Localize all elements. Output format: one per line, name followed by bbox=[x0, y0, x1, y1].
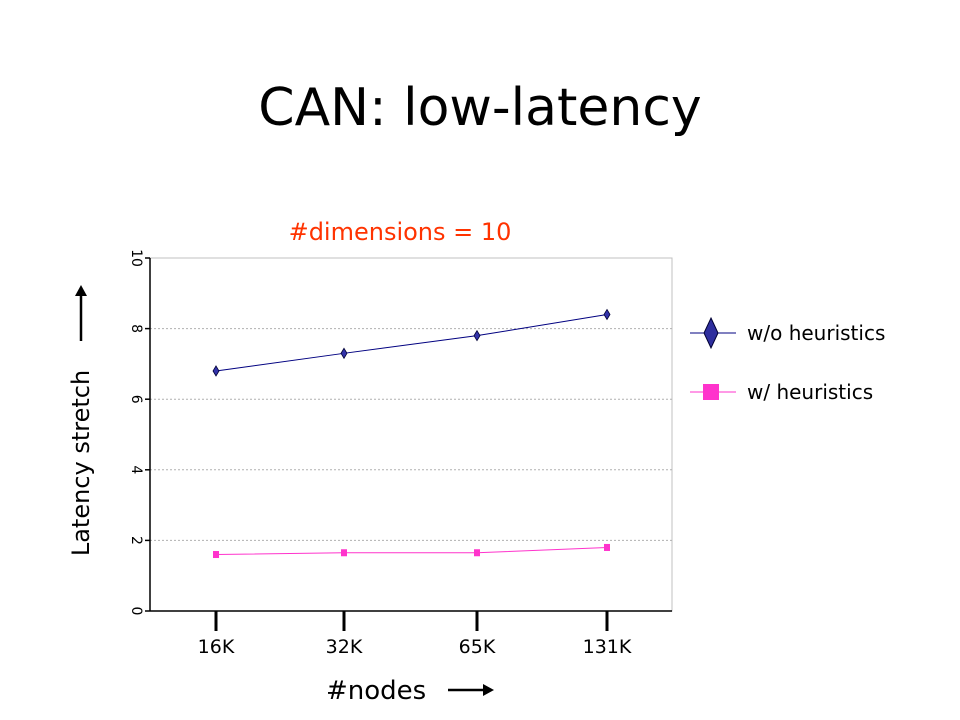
y-tick-label: 10 bbox=[128, 249, 144, 267]
series-line bbox=[215, 546, 608, 556]
y-axis-label: Latency stretch bbox=[67, 370, 95, 556]
axes: 0 2 4 6 8 10 16K 32K 65K 131K bbox=[128, 249, 672, 658]
legend-marker bbox=[703, 384, 719, 400]
data-point bbox=[212, 365, 220, 377]
y-tick-label: 0 bbox=[128, 607, 144, 616]
y-tick-label: 8 bbox=[128, 324, 144, 333]
grid-lines bbox=[149, 257, 673, 612]
axis-labels: Latency stretch #nodes bbox=[67, 285, 494, 706]
y-tick-label: 2 bbox=[128, 536, 144, 545]
legend-label: w/o heuristics bbox=[747, 321, 885, 345]
legend-label: w/ heuristics bbox=[747, 380, 873, 404]
data-point bbox=[473, 329, 481, 342]
plot-area bbox=[149, 257, 673, 612]
legend: w/o heuristics w/ heuristics bbox=[690, 316, 885, 404]
data-point bbox=[604, 543, 610, 551]
y-tick-label: 6 bbox=[128, 395, 144, 404]
slide-title: CAN: low-latency bbox=[258, 78, 702, 138]
chart-title: #dimensions = 10 bbox=[288, 218, 512, 246]
y-axis-arrowhead bbox=[75, 285, 87, 296]
x-tick-label: 16K bbox=[198, 636, 235, 658]
data-point bbox=[603, 308, 611, 321]
series-line bbox=[215, 313, 608, 372]
x-axis-arrowhead bbox=[483, 684, 494, 696]
series-layer bbox=[212, 308, 611, 559]
data-point bbox=[474, 549, 480, 557]
data-point bbox=[340, 347, 348, 360]
data-point bbox=[341, 549, 347, 557]
data-point bbox=[213, 551, 219, 559]
legend-marker bbox=[703, 316, 719, 350]
x-tick-label: 65K bbox=[459, 636, 496, 658]
x-axis-label: #nodes bbox=[326, 676, 426, 706]
x-tick-label: 131K bbox=[583, 636, 632, 658]
y-tick-label: 4 bbox=[128, 465, 144, 474]
x-tick-label: 32K bbox=[326, 636, 363, 658]
